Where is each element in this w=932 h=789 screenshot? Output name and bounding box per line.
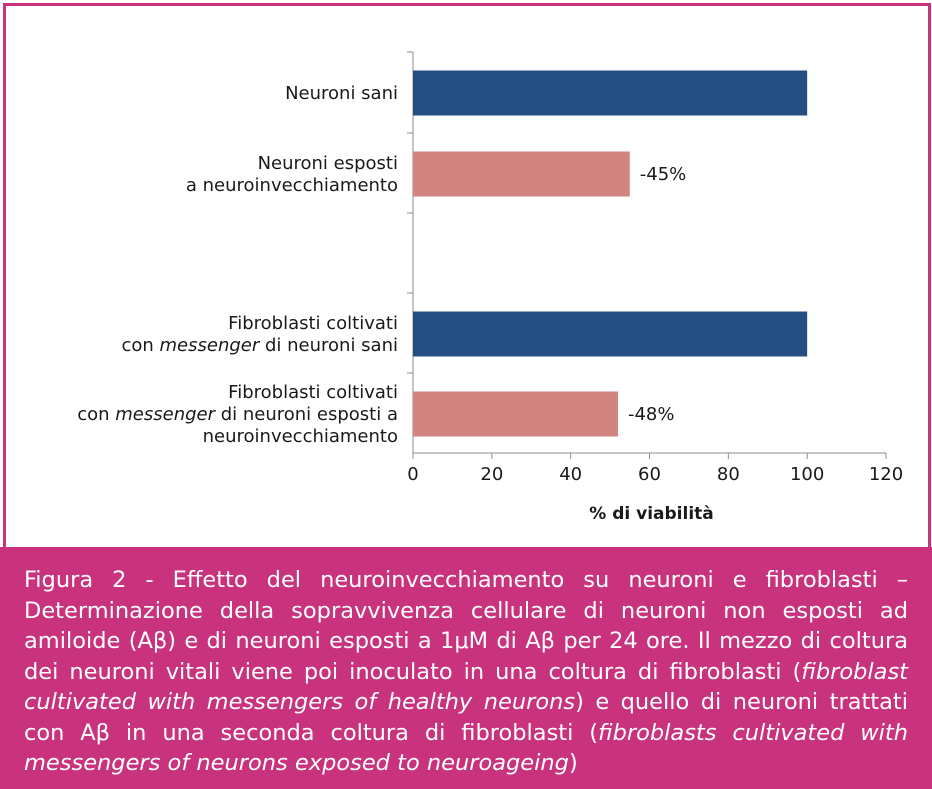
- category-label: con messenger di neuroni esposti a: [77, 404, 398, 425]
- x-axis-title: % di viabilità: [589, 504, 714, 524]
- figure-caption: Figura 2 - Effetto del neuroinvecchiamen…: [0, 547, 932, 789]
- x-tick-label: 80: [717, 464, 740, 485]
- x-tick-label: 0: [407, 464, 418, 485]
- category-label: con messenger di neuroni sani: [121, 335, 398, 356]
- bar: [413, 391, 618, 437]
- x-tick-label: 100: [790, 464, 824, 485]
- category-label: Neuroni esposti: [258, 153, 398, 174]
- data-label: -45%: [640, 164, 687, 185]
- x-tick-label: 20: [480, 464, 503, 485]
- caption-text-end: ): [568, 750, 578, 776]
- category-label: Fibroblasti coltivati: [228, 382, 398, 403]
- bar: [413, 70, 808, 116]
- bar-chart: 0 20 40 60 80 100 120 Neuroni sani Neuroni espos…: [77, 51, 903, 524]
- category-label: a neuroinvecchiamento: [186, 175, 398, 196]
- data-label: -48%: [628, 404, 675, 425]
- caption-italic-1: fibroblast cultivated with messengers of…: [24, 658, 908, 716]
- caption-text-start: Figura 2 - Effetto del neuroinvecchiamen…: [24, 567, 908, 685]
- caption-italic-2: fibroblasts cultivated with messengers o…: [24, 719, 908, 777]
- category-label: Fibroblasti coltivati: [228, 313, 398, 334]
- x-tick-label: 40: [559, 464, 582, 485]
- bar: [413, 311, 808, 357]
- caption-text-middle: ) e quello di neuroni trattati con Aβ in…: [24, 689, 908, 746]
- category-label: neuroinvecchiamento: [203, 426, 398, 447]
- x-tick-label: 120: [869, 464, 903, 485]
- bar: [413, 151, 630, 197]
- category-label: Neuroni sani: [285, 83, 398, 104]
- x-tick-label: 60: [638, 464, 661, 485]
